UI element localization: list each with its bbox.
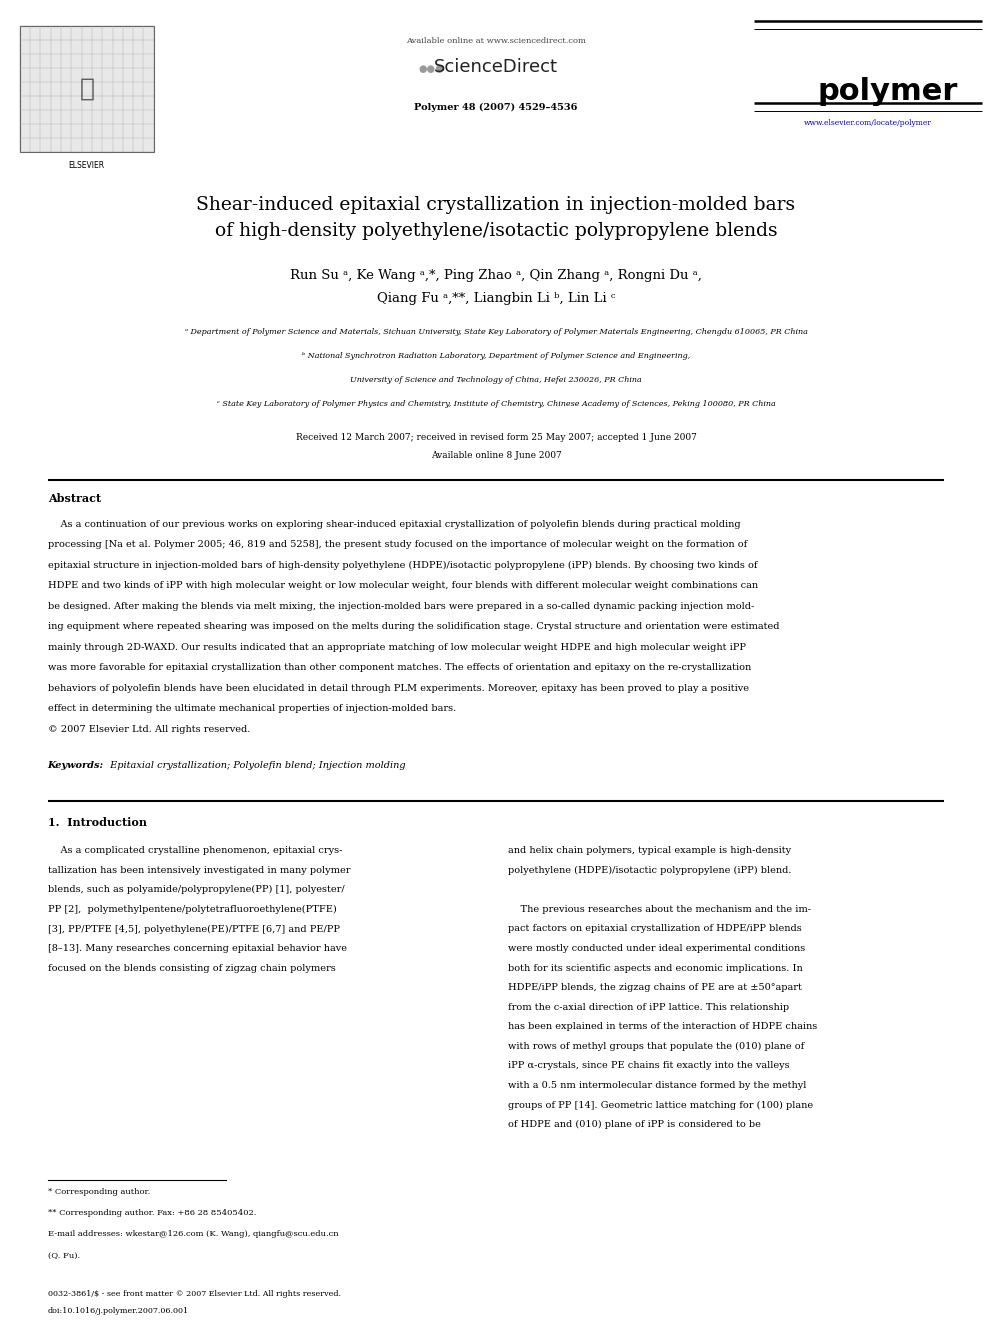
- Text: were mostly conducted under ideal experimental conditions: were mostly conducted under ideal experi…: [508, 945, 806, 953]
- Text: and helix chain polymers, typical example is high-density: and helix chain polymers, typical exampl…: [508, 847, 791, 855]
- Text: was more favorable for epitaxial crystallization than other component matches. T: was more favorable for epitaxial crystal…: [48, 664, 751, 672]
- Text: E-mail addresses: wkestar@126.com (K. Wang), qiangfu@scu.edu.cn: E-mail addresses: wkestar@126.com (K. Wa…: [48, 1230, 338, 1238]
- Text: ing equipment where repeated shearing was imposed on the melts during the solidi: ing equipment where repeated shearing wa…: [48, 623, 779, 631]
- Text: PP [2],  polymethylpentene/polytetrafluoroethylene(PTFE): PP [2], polymethylpentene/polytetrafluor…: [48, 905, 336, 914]
- Text: Run Su ᵃ, Ke Wang ᵃ,*, Ping Zhao ᵃ, Qin Zhang ᵃ, Rongni Du ᵃ,: Run Su ᵃ, Ke Wang ᵃ,*, Ping Zhao ᵃ, Qin …: [290, 269, 702, 282]
- Text: 🌲: 🌲: [79, 77, 94, 101]
- Text: As a complicated crystalline phenomenon, epitaxial crys-: As a complicated crystalline phenomenon,…: [48, 847, 342, 855]
- Text: Available online 8 June 2007: Available online 8 June 2007: [431, 451, 561, 460]
- Text: polymer: polymer: [817, 77, 958, 106]
- Text: ELSEVIER: ELSEVIER: [68, 161, 105, 171]
- Text: mainly through 2D-WAXD. Our results indicated that an appropriate matching of lo: mainly through 2D-WAXD. Our results indi…: [48, 643, 746, 652]
- Text: focused on the blends consisting of zigzag chain polymers: focused on the blends consisting of zigz…: [48, 963, 335, 972]
- Text: Available online at www.sciencedirect.com: Available online at www.sciencedirect.co…: [406, 37, 586, 45]
- Text: blends, such as polyamide/polypropylene(PP) [1], polyester/: blends, such as polyamide/polypropylene(…: [48, 885, 344, 894]
- Text: The previous researches about the mechanism and the im-: The previous researches about the mechan…: [508, 905, 810, 914]
- Text: from the c-axial direction of iPP lattice. This relationship: from the c-axial direction of iPP lattic…: [508, 1003, 789, 1012]
- Text: ᵇ National Synchrotron Radiation Laboratory, Department of Polymer Science and E: ᵇ National Synchrotron Radiation Laborat…: [302, 352, 690, 360]
- Text: 0032-3861/$ - see front matter © 2007 Elsevier Ltd. All rights reserved.: 0032-3861/$ - see front matter © 2007 El…: [48, 1290, 340, 1298]
- Text: Qiang Fu ᵃ,**, Liangbin Li ᵇ, Lin Li ᶜ: Qiang Fu ᵃ,**, Liangbin Li ᵇ, Lin Li ᶜ: [377, 292, 615, 306]
- Text: ScienceDirect: ScienceDirect: [434, 58, 558, 77]
- Text: processing [Na et al. Polymer 2005; 46, 819 and 5258], the present study focused: processing [Na et al. Polymer 2005; 46, …: [48, 541, 747, 549]
- Text: iPP α-crystals, since PE chains fit exactly into the valleys: iPP α-crystals, since PE chains fit exac…: [508, 1061, 790, 1070]
- Text: HDPE/iPP blends, the zigzag chains of PE are at ±50°apart: HDPE/iPP blends, the zigzag chains of PE…: [508, 983, 802, 992]
- Text: groups of PP [14]. Geometric lattice matching for (100) plane: groups of PP [14]. Geometric lattice mat…: [508, 1101, 813, 1110]
- Text: University of Science and Technology of China, Hefei 230026, PR China: University of Science and Technology of …: [350, 376, 642, 384]
- Text: (Q. Fu).: (Q. Fu).: [48, 1252, 79, 1259]
- Text: effect in determining the ultimate mechanical properties of injection-molded bar: effect in determining the ultimate mecha…: [48, 704, 456, 713]
- Text: tallization has been intensively investigated in many polymer: tallization has been intensively investi…: [48, 865, 350, 875]
- Text: [8–13]. Many researches concerning epitaxial behavior have: [8–13]. Many researches concerning epita…: [48, 945, 346, 953]
- Text: HDPE and two kinds of iPP with high molecular weight or low molecular weight, fo: HDPE and two kinds of iPP with high mole…: [48, 582, 758, 590]
- Text: ●●●: ●●●: [419, 64, 444, 74]
- Text: pact factors on epitaxial crystallization of HDPE/iPP blends: pact factors on epitaxial crystallizatio…: [508, 925, 802, 934]
- Text: © 2007 Elsevier Ltd. All rights reserved.: © 2007 Elsevier Ltd. All rights reserved…: [48, 725, 250, 734]
- Text: ᵃ Department of Polymer Science and Materials, Sichuan University, State Key Lab: ᵃ Department of Polymer Science and Mate…: [185, 328, 807, 336]
- Text: As a continuation of our previous works on exploring shear-induced epitaxial cry: As a continuation of our previous works …: [48, 520, 740, 529]
- Text: has been explained in terms of the interaction of HDPE chains: has been explained in terms of the inter…: [508, 1023, 817, 1032]
- Text: Received 12 March 2007; received in revised form 25 May 2007; accepted 1 June 20: Received 12 March 2007; received in revi…: [296, 433, 696, 442]
- Text: ** Corresponding author. Fax: +86 28 85405402.: ** Corresponding author. Fax: +86 28 854…: [48, 1209, 256, 1217]
- Text: Epitaxial crystallization; Polyolefin blend; Injection molding: Epitaxial crystallization; Polyolefin bl…: [107, 761, 406, 770]
- Text: Abstract: Abstract: [48, 493, 101, 504]
- Text: Shear-induced epitaxial crystallization in injection-molded bars: Shear-induced epitaxial crystallization …: [196, 196, 796, 214]
- Text: ᶜ State Key Laboratory of Polymer Physics and Chemistry, Institute of Chemistry,: ᶜ State Key Laboratory of Polymer Physic…: [216, 400, 776, 407]
- Text: with a 0.5 nm intermolecular distance formed by the methyl: with a 0.5 nm intermolecular distance fo…: [508, 1081, 806, 1090]
- Text: of HDPE and (010) plane of iPP is considered to be: of HDPE and (010) plane of iPP is consid…: [508, 1121, 761, 1130]
- Text: * Corresponding author.: * Corresponding author.: [48, 1188, 150, 1196]
- Text: Polymer 48 (2007) 4529–4536: Polymer 48 (2007) 4529–4536: [415, 103, 577, 112]
- Text: be designed. After making the blends via melt mixing, the injection-molded bars : be designed. After making the blends via…: [48, 602, 754, 611]
- Text: Keywords:: Keywords:: [48, 761, 104, 770]
- Text: with rows of methyl groups that populate the (010) plane of: with rows of methyl groups that populate…: [508, 1043, 805, 1050]
- Text: both for its scientific aspects and economic implications. In: both for its scientific aspects and econ…: [508, 963, 803, 972]
- Text: polyethylene (HDPE)/isotactic polypropylene (iPP) blend.: polyethylene (HDPE)/isotactic polypropyl…: [508, 865, 792, 875]
- Text: epitaxial structure in injection-molded bars of high-density polyethylene (HDPE): epitaxial structure in injection-molded …: [48, 561, 757, 570]
- Text: www.elsevier.com/locate/polymer: www.elsevier.com/locate/polymer: [805, 119, 931, 127]
- Text: [3], PP/PTFE [4,5], polyethylene(PE)/PTFE [6,7] and PE/PP: [3], PP/PTFE [4,5], polyethylene(PE)/PTF…: [48, 925, 339, 934]
- Text: doi:10.1016/j.polymer.2007.06.001: doi:10.1016/j.polymer.2007.06.001: [48, 1307, 188, 1315]
- Text: behaviors of polyolefin blends have been elucidated in detail through PLM experi: behaviors of polyolefin blends have been…: [48, 684, 749, 693]
- Text: of high-density polyethylene/isotactic polypropylene blends: of high-density polyethylene/isotactic p…: [214, 222, 778, 241]
- Text: 1.  Introduction: 1. Introduction: [48, 816, 147, 828]
- Bar: [20, 26, 154, 152]
